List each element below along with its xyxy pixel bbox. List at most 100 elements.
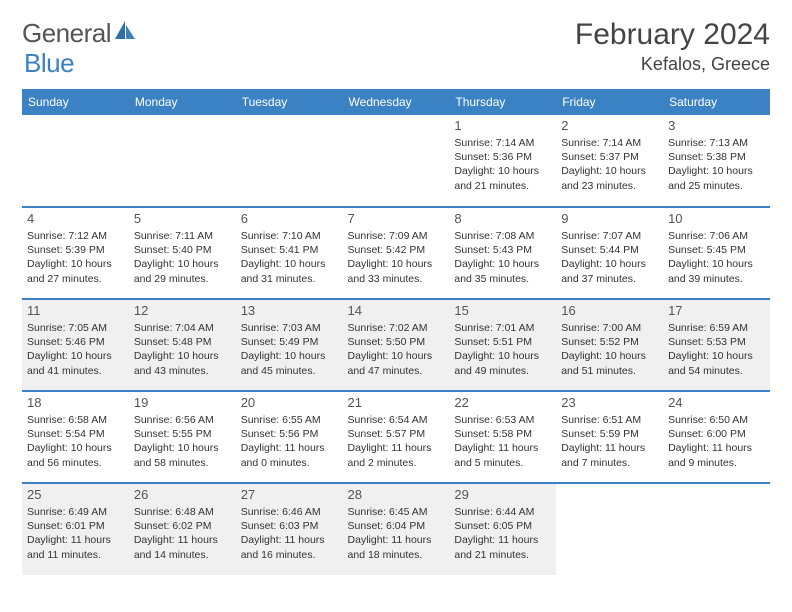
calendar-day-cell: 16Sunrise: 7:00 AMSunset: 5:52 PMDayligh… [556, 299, 663, 391]
sunrise-text: Sunrise: 7:14 AM [561, 136, 658, 150]
day-number: 6 [241, 211, 338, 226]
day-number: 23 [561, 395, 658, 410]
sunrise-text: Sunrise: 6:59 AM [668, 321, 765, 335]
daylight-text: Daylight: 10 hours and 43 minutes. [134, 349, 231, 377]
calendar-day-cell: 1 Sunrise: 7:14 AMSunset: 5:36 PMDaylight… [449, 115, 556, 207]
sun-info: Sunrise: 7:08 AMSunset: 5:43 PMDaylight:… [454, 229, 551, 286]
daylight-text: Daylight: 10 hours and 33 minutes. [348, 257, 445, 285]
sunrise-text: Sunrise: 6:56 AM [134, 413, 231, 427]
logo-word-2: Blue [24, 48, 74, 78]
sunset-text: Sunset: 6:05 PM [454, 519, 551, 533]
calendar-day-cell: 26Sunrise: 6:48 AMSunset: 6:02 PMDayligh… [129, 483, 236, 575]
calendar-day-cell: 24Sunrise: 6:50 AMSunset: 6:00 PMDayligh… [663, 391, 770, 483]
calendar-week-row: 11 Sunrise: 7:05 AMSunset: 5:46 PMDayligh… [22, 299, 770, 391]
sun-info: Sunrise: 6:58 AMSunset: 5:54 PMDaylight:… [27, 413, 124, 470]
sunset-text: Sunset: 5:53 PM [668, 335, 765, 349]
calendar-day-cell: 18Sunrise: 6:58 AMSunset: 5:54 PMDayligh… [22, 391, 129, 483]
day-number: 24 [668, 395, 765, 410]
calendar-day-cell: 19Sunrise: 6:56 AMSunset: 5:55 PMDayligh… [129, 391, 236, 483]
day-number: 22 [454, 395, 551, 410]
sunset-text: Sunset: 5:50 PM [348, 335, 445, 349]
location: Kefalos, Greece [575, 54, 770, 75]
daylight-text: Daylight: 11 hours and 14 minutes. [134, 533, 231, 561]
sunrise-text: Sunrise: 7:00 AM [561, 321, 658, 335]
sunrise-text: Sunrise: 7:06 AM [668, 229, 765, 243]
logo-word-2-wrap: Blue [24, 48, 74, 79]
calendar-day-cell: 14Sunrise: 7:02 AMSunset: 5:50 PMDayligh… [343, 299, 450, 391]
logo-word-1: General [22, 18, 111, 49]
sunset-text: Sunset: 5:48 PM [134, 335, 231, 349]
sunrise-text: Sunrise: 7:12 AM [27, 229, 124, 243]
calendar-week-row: 1Sunrise: 7:14 AMSunset: 5:36 PMDaylight… [22, 115, 770, 207]
weekday-header: Tuesday [236, 89, 343, 115]
sunrise-text: Sunrise: 6:50 AM [668, 413, 765, 427]
sun-info: Sunrise: 7:06 AMSunset: 5:45 PMDaylight:… [668, 229, 765, 286]
sun-info: Sunrise: 7:14 AMSunset: 5:36 PMDaylight:… [454, 136, 551, 193]
calendar-day-cell: 29Sunrise: 6:44 AMSunset: 6:05 PMDayligh… [449, 483, 556, 575]
daylight-text: Daylight: 10 hours and 41 minutes. [27, 349, 124, 377]
sunrise-text: Sunrise: 6:46 AM [241, 505, 338, 519]
sun-info: Sunrise: 6:53 AMSunset: 5:58 PMDaylight:… [454, 413, 551, 470]
day-number: 8 [454, 211, 551, 226]
calendar-week-row: 25 Sunrise: 6:49 AMSunset: 6:01 PM Dayligh… [22, 483, 770, 575]
daylight-text: Daylight: 10 hours and 39 minutes. [668, 257, 765, 285]
sun-info: Sunrise: 7:09 AMSunset: 5:42 PMDaylight:… [348, 229, 445, 286]
weekday-header: Friday [556, 89, 663, 115]
sunrise-text: Sunrise: 7:03 AM [241, 321, 338, 335]
sunset-text: Sunset: 5:36 PM [454, 150, 551, 164]
sun-info: Sunrise: 7:05 AMSunset: 5:46 PMDaylight:… [27, 321, 124, 378]
sunset-text: Sunset: 5:52 PM [561, 335, 658, 349]
calendar-week-row: 4Sunrise: 7:12 AMSunset: 5:39 PMDaylight… [22, 207, 770, 299]
daylight-text: Daylight: 10 hours and 35 minutes. [454, 257, 551, 285]
sunset-text: Sunset: 6:02 PM [134, 519, 231, 533]
calendar-day-cell: 21Sunrise: 6:54 AMSunset: 5:57 PMDayligh… [343, 391, 450, 483]
month-title: February 2024 [575, 18, 770, 52]
daylight-text: Daylight: 10 hours and 54 minutes. [668, 349, 765, 377]
weekday-header: Monday [129, 89, 236, 115]
sunset-text: Sunset: 5:46 PM [27, 335, 124, 349]
daylight-text: Daylight: 11 hours and 2 minutes. [348, 441, 445, 469]
sunset-text: Sunset: 5:38 PM [668, 150, 765, 164]
calendar-day-cell: 7Sunrise: 7:09 AMSunset: 5:42 PMDaylight… [343, 207, 450, 299]
sunset-text: Sunset: 6:01 PM [27, 519, 124, 533]
daylight-text: Daylight: 10 hours and 27 minutes. [27, 257, 124, 285]
day-number: 3 [668, 118, 765, 133]
day-number: 25 [27, 487, 124, 502]
sunrise-text: Sunrise: 7:07 AM [561, 229, 658, 243]
day-number: 11 [27, 303, 124, 318]
sun-info: Sunrise: 7:11 AMSunset: 5:40 PMDaylight:… [134, 229, 231, 286]
sun-info: Sunrise: 7:12 AMSunset: 5:39 PMDaylight:… [27, 229, 124, 286]
sunset-text: Sunset: 5:42 PM [348, 243, 445, 257]
day-number: 14 [348, 303, 445, 318]
calendar-body: 1Sunrise: 7:14 AMSunset: 5:36 PMDaylight… [22, 115, 770, 575]
calendar-day-cell [236, 115, 343, 207]
sun-info: Sunrise: 6:55 AMSunset: 5:56 PMDaylight:… [241, 413, 338, 470]
day-number: 10 [668, 211, 765, 226]
sunset-text: Sunset: 6:03 PM [241, 519, 338, 533]
sunrise-text: Sunrise: 6:49 AM [27, 505, 124, 519]
sunrise-text: Sunrise: 6:44 AM [454, 505, 551, 519]
daylight-text: Daylight: 10 hours and 51 minutes. [561, 349, 658, 377]
daylight-text: Daylight: 10 hours and 21 minutes. [454, 164, 551, 192]
daylight-text: Daylight: 10 hours and 45 minutes. [241, 349, 338, 377]
calendar-day-cell: 13Sunrise: 7:03 AMSunset: 5:49 PMDayligh… [236, 299, 343, 391]
daylight-text: Daylight: 11 hours and 21 minutes. [454, 533, 551, 561]
sunrise-text: Sunrise: 7:02 AM [348, 321, 445, 335]
daylight-text: Daylight: 10 hours and 56 minutes. [27, 441, 124, 469]
calendar-day-cell: 5Sunrise: 7:11 AMSunset: 5:40 PMDaylight… [129, 207, 236, 299]
sunrise-text: Sunrise: 7:14 AM [454, 136, 551, 150]
sunset-text: Sunset: 5:39 PM [27, 243, 124, 257]
day-number: 28 [348, 487, 445, 502]
sunrise-text: Sunrise: 7:08 AM [454, 229, 551, 243]
sunset-text: Sunset: 6:04 PM [348, 519, 445, 533]
title-block: February 2024 Kefalos, Greece [575, 18, 770, 75]
sunrise-text: Sunrise: 6:48 AM [134, 505, 231, 519]
calendar-day-cell [343, 115, 450, 207]
sun-info: Sunrise: 7:04 AMSunset: 5:48 PMDaylight:… [134, 321, 231, 378]
sunrise-text: Sunrise: 7:09 AM [348, 229, 445, 243]
sunrise-text: Sunrise: 6:55 AM [241, 413, 338, 427]
sunset-text: Sunset: 5:59 PM [561, 427, 658, 441]
daylight-text: Daylight: 10 hours and 49 minutes. [454, 349, 551, 377]
day-number: 1 [454, 118, 551, 133]
calendar-day-cell: 11 Sunrise: 7:05 AMSunset: 5:46 PMDayligh… [22, 299, 129, 391]
